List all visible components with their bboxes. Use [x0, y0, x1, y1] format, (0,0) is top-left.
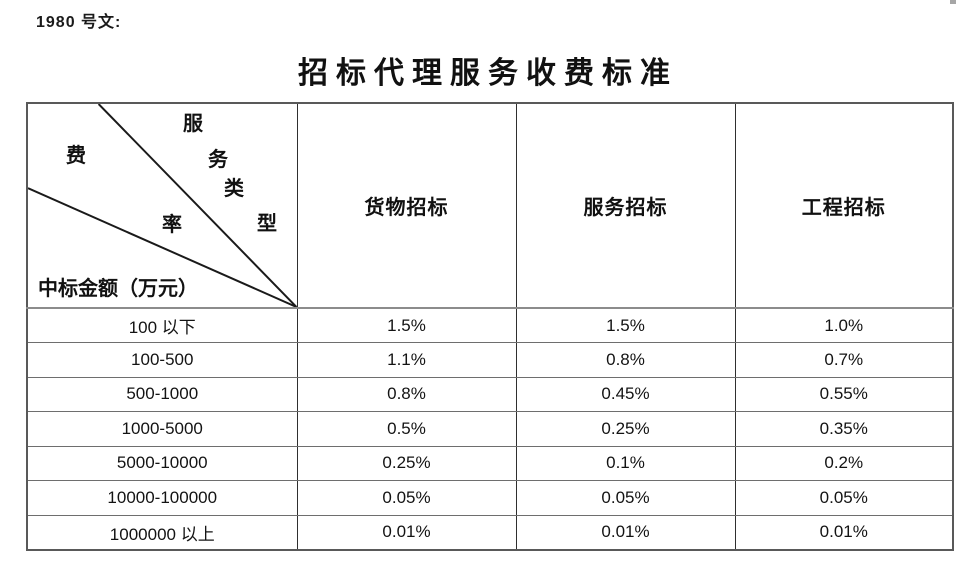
amount-range-cell: 1000000 以上: [26, 514, 298, 550]
rate-cell-service: 0.01%: [515, 514, 736, 550]
diagonal-label-service-type-char-1: 服: [183, 113, 203, 135]
rate-cell-service: 0.8%: [515, 342, 736, 378]
table-row: 5000-10000 0.25% 0.1% 0.2%: [26, 445, 954, 481]
table-row: 100 以下 1.5% 1.5% 1.0%: [26, 307, 954, 343]
rate-cell-engineering: 1.0%: [734, 307, 954, 343]
rate-cell-goods: 0.8%: [296, 376, 517, 412]
row-axis-label: 中标金额（万元）: [38, 278, 198, 300]
table-row: 10000-100000 0.05% 0.05% 0.05%: [26, 480, 954, 516]
rate-cell-engineering: 0.2%: [734, 445, 954, 481]
table-row: 1000-5000 0.5% 0.25% 0.35%: [26, 411, 954, 447]
rate-cell-goods: 1.5%: [296, 307, 517, 343]
diagonal-header-cell: 服 务 类 型 费 率 中标金额（万元）: [26, 102, 298, 309]
rate-cell-service: 0.1%: [515, 445, 736, 481]
amount-range-cell: 1000-5000: [26, 411, 298, 447]
diagonal-label-service-type-char-4: 型: [257, 213, 277, 235]
amount-range-cell: 5000-10000: [26, 445, 298, 481]
rate-cell-goods: 0.25%: [296, 445, 517, 481]
rate-cell-service: 0.05%: [515, 480, 736, 516]
amount-range-cell: 100 以下: [26, 307, 298, 343]
rate-cell-service: 0.25%: [515, 411, 736, 447]
screen-edge-artifact: [950, 0, 956, 4]
header-row: 服 务 类 型 费 率 中标金额（万元） 货物招标 服务招标 工程招标: [26, 102, 954, 309]
rate-cell-goods: 1.1%: [296, 342, 517, 378]
rate-cell-goods: 0.01%: [296, 514, 517, 550]
amount-range-cell: 10000-100000: [26, 480, 298, 516]
diagonal-label-service-type-char-2: 务: [208, 149, 228, 171]
column-header-engineering: 工程招标: [734, 102, 954, 309]
rate-cell-goods: 0.05%: [296, 480, 517, 516]
column-header-service: 服务招标: [515, 102, 736, 309]
table-row: 100-500 1.1% 0.8% 0.7%: [26, 342, 954, 378]
page-title: 招标代理服务收费标准: [298, 57, 678, 90]
diagonal-label-rate-char-2: 率: [162, 214, 182, 236]
fee-standard-table: 服 务 类 型 费 率 中标金额（万元） 货物招标 服务招标 工程招标 100 …: [26, 102, 954, 551]
rate-cell-engineering: 0.05%: [734, 480, 954, 516]
amount-range-cell: 100-500: [26, 342, 298, 378]
rate-cell-engineering: 0.35%: [734, 411, 954, 447]
rate-cell-service: 0.45%: [515, 376, 736, 412]
diagonal-label-rate-char-1: 费: [66, 145, 86, 167]
diagonal-label-service-type-char-3: 类: [224, 178, 244, 200]
column-header-goods: 货物招标: [296, 102, 517, 309]
diagonal-divider-lines: [28, 104, 297, 307]
rate-cell-engineering: 0.7%: [734, 342, 954, 378]
table-row: 500-1000 0.8% 0.45% 0.55%: [26, 376, 954, 412]
table-row: 1000000 以上 0.01% 0.01% 0.01%: [26, 514, 954, 550]
rate-cell-engineering: 0.55%: [734, 376, 954, 412]
rate-cell-engineering: 0.01%: [734, 514, 954, 550]
doc-number-label: 1980 号文:: [36, 14, 122, 31]
rate-cell-service: 1.5%: [515, 307, 736, 343]
rate-cell-goods: 0.5%: [296, 411, 517, 447]
amount-range-cell: 500-1000: [26, 376, 298, 412]
